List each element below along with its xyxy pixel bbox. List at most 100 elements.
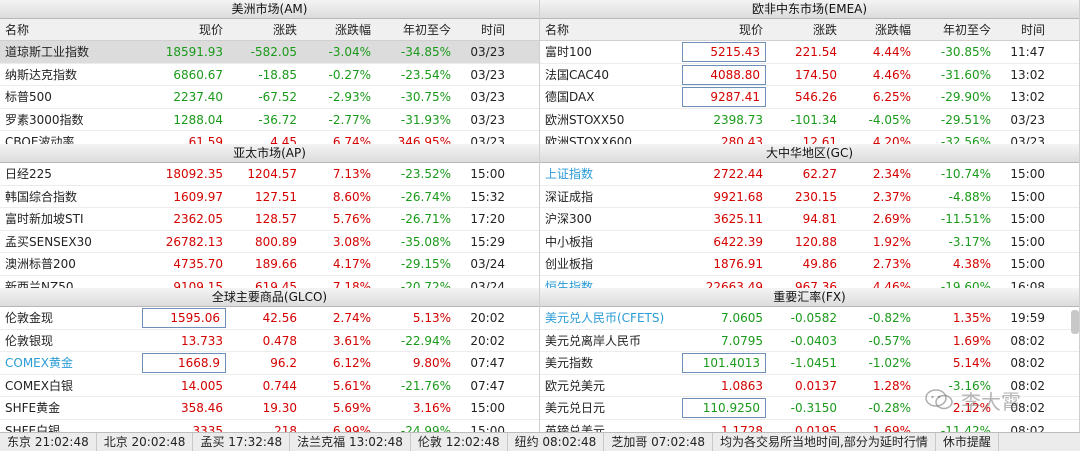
cell-pct: 2.69% xyxy=(872,212,911,226)
cell-name: COMEX白银 xyxy=(5,378,73,393)
cell-change: 0.478 xyxy=(262,333,297,348)
table-row[interactable]: 道琼斯工业指数 18591.93 -582.05 -3.04% -34.85% 03/23 xyxy=(0,41,539,64)
cell-name: 韩国综合指数 xyxy=(5,189,78,204)
table-row[interactable]: 沪深300 3625.11 94.81 2.69% -11.51% 15:00 xyxy=(540,208,1079,231)
table-row[interactable]: 标普500 2237.40 -67.52 -2.93% -30.75% 03/23 xyxy=(0,86,539,109)
cell-pct: -2.93% xyxy=(328,90,371,104)
table-row[interactable]: 中小板指 6422.39 120.88 1.92% -3.17% 15:00 xyxy=(540,231,1079,253)
column-header[interactable]: 年初至今 xyxy=(402,23,451,37)
table-row[interactable]: 恒生指数 22663.49 967.36 4.46% -19.60% 16:08 xyxy=(540,276,1079,289)
column-header[interactable]: 现价 xyxy=(198,23,223,37)
table-row[interactable]: 美元兑离岸人民币 7.0795 -0.0403 -0.57% 1.69% 08:02 xyxy=(540,330,1079,352)
table-row[interactable]: 纳斯达克指数 6860.67 -18.85 -0.27% -23.54% 03/23 xyxy=(0,64,539,86)
table-row[interactable]: 日经225 18092.35 1204.57 7.13% -23.52% 15:00 xyxy=(0,163,539,186)
cell-pct: 6.12% xyxy=(332,356,371,370)
cell-time: 15:00 xyxy=(1010,167,1045,181)
cell-change: -0.0582 xyxy=(790,311,837,325)
column-header[interactable]: 时间 xyxy=(480,23,505,37)
panel-title: 美洲市场(AM) xyxy=(0,0,539,19)
cell-pct: -0.28% xyxy=(868,401,911,415)
panel-title: 大中华地区(GC) xyxy=(540,144,1079,163)
cell-name: 富时新加坡STI xyxy=(5,212,84,226)
table-row[interactable]: 德国DAX 9287.41 546.26 6.25% -29.90% 13:02 xyxy=(540,86,1079,109)
column-header[interactable]: 涨跌 xyxy=(272,23,297,37)
status-clock: 纽约 08:02:48 xyxy=(508,433,605,451)
cell-change: -18.85 xyxy=(258,67,297,82)
column-header[interactable]: 涨跌幅 xyxy=(874,23,911,37)
table-row[interactable]: 美元指数 101.4013 -1.0451 -1.02% 5.14% 08:02 xyxy=(540,352,1079,375)
cell-pct: 4.46% xyxy=(872,279,911,289)
cell-time: 20:02 xyxy=(470,311,505,325)
cell-pct: -4.05% xyxy=(868,112,911,127)
fx-scrollbar[interactable] xyxy=(1071,310,1079,334)
table-row[interactable]: 美元兑人民币(CFETS) 7.0605 -0.0582 -0.82% 1.35% 19:… xyxy=(540,307,1079,330)
table-row[interactable]: 欧洲STOXX600 280.43 12.61 4.20% -32.56% 03/23 xyxy=(540,131,1079,144)
status-clock: 伦敦 12:02:48 xyxy=(411,433,508,451)
status-bar: 东京 21:02:48 北京 20:02:48 孟买 17:32:48 法兰克福 13… xyxy=(0,432,1080,451)
table-row[interactable]: 富时新加坡STI 2362.05 128.57 5.76% -26.71% 17:20 xyxy=(0,208,539,231)
cell-name: 深证成指 xyxy=(545,189,594,204)
table-row[interactable]: 富时100 5215.43 221.54 4.44% -30.85% 11:47 xyxy=(540,41,1079,64)
cell-ytd: 9.80% xyxy=(412,356,451,370)
column-header[interactable]: 年初至今 xyxy=(942,23,991,37)
cell-change: 230.15 xyxy=(795,189,837,204)
wechat-icon xyxy=(925,389,953,410)
table-row[interactable]: 美元兑日元 110.9250 -0.3150 -0.28% 2.12% 08:02 xyxy=(540,397,1079,420)
table-row[interactable]: 深证成指 9921.68 230.15 2.37% -4.88% 15:00 xyxy=(540,186,1079,208)
column-header[interactable]: 涨跌 xyxy=(812,23,837,37)
cell-ytd: 1.35% xyxy=(952,311,991,325)
column-header[interactable]: 名称 xyxy=(5,23,30,37)
table-row[interactable]: 英镑兑美元 1.1728 0.0195 1.69% -11.42% 08:02 xyxy=(540,420,1079,433)
table-row[interactable]: CBOE波动率 61.59 4.45 6.74% 346.95% 03/23 xyxy=(0,131,539,144)
table-row[interactable]: COMEX白银 14.005 0.744 5.61% -21.76% 07:47 xyxy=(0,375,539,397)
cell-time: 13:02 xyxy=(1010,67,1045,82)
cell-pct: 1.28% xyxy=(872,378,911,393)
cell-price: 61.59 xyxy=(188,135,223,144)
column-header[interactable]: 名称 xyxy=(545,23,570,37)
cell-ytd: -3.16% xyxy=(948,378,991,393)
table-row[interactable]: COMEX黄金 1668.9 96.2 6.12% 9.80% 07:47 xyxy=(0,352,539,375)
table-row[interactable]: SHFE白银 3335 218 6.99% -24.99% 15:00 xyxy=(0,420,539,433)
table-row[interactable]: 罗素3000指数 1288.04 -36.72 -2.77% -31.93% 03/23 xyxy=(0,109,539,131)
cell-change: -0.3150 xyxy=(790,401,837,415)
table-row[interactable]: 法国CAC40 4088.80 174.50 4.46% -31.60% 13:02 xyxy=(540,64,1079,86)
cell-name: 纳斯达克指数 xyxy=(5,67,78,82)
cell-name: 道琼斯工业指数 xyxy=(5,45,90,59)
table-row[interactable]: 欧洲STOXX50 2398.73 -101.34 -4.05% -29.51% 03/2… xyxy=(540,109,1079,131)
cell-pct: 3.08% xyxy=(332,234,371,249)
cell-time: 15:00 xyxy=(470,423,505,433)
table-row[interactable]: 伦敦银现 13.733 0.478 3.61% -22.94% 20:02 xyxy=(0,330,539,352)
cell-name: 伦敦金现 xyxy=(5,311,54,325)
cell-pct: 4.46% xyxy=(872,67,911,82)
table-row[interactable]: 澳洲标普200 4735.70 189.66 4.17% -29.15% 03/24 xyxy=(0,253,539,276)
column-header[interactable]: 涨跌幅 xyxy=(334,23,371,37)
table-row[interactable]: 孟买SENSEX30 26782.13 800.89 3.08% -35.08% 15:2… xyxy=(0,231,539,253)
cell-time: 08:02 xyxy=(1010,378,1045,393)
watermark-text: 李大霄 xyxy=(961,389,1021,414)
table-row[interactable]: 新西兰NZ50 9109.15 619.45 7.18% -20.72% 03/24 xyxy=(0,276,539,289)
cell-change: -1.0451 xyxy=(790,356,837,370)
cell-ytd: -30.85% xyxy=(940,45,991,59)
cell-price: 1.0863 xyxy=(721,378,763,393)
cell-change: 189.66 xyxy=(255,257,297,271)
table-row[interactable]: 韩国综合指数 1609.97 127.51 8.60% -26.74% 15:32 xyxy=(0,186,539,208)
table-row[interactable]: 欧元兑美元 1.0863 0.0137 1.28% -3.16% 08:02 xyxy=(540,375,1079,397)
table-row[interactable]: 创业板指 1876.91 49.86 2.73% 4.38% 15:00 xyxy=(540,253,1079,276)
cell-ytd: -34.85% xyxy=(400,45,451,59)
cell-price: 2722.44 xyxy=(713,167,763,181)
cell-ytd: 4.38% xyxy=(952,257,991,271)
cell-pct: 8.60% xyxy=(332,189,371,204)
cell-price: 3335 xyxy=(192,423,223,433)
table-row[interactable]: 上证指数 2722.44 62.27 2.34% -10.74% 15:00 xyxy=(540,163,1079,186)
cell-name: SHFE黄金 xyxy=(5,401,61,415)
cell-name: 上证指数 xyxy=(545,167,594,181)
cell-time: 16:08 xyxy=(1010,279,1045,289)
column-header[interactable]: 现价 xyxy=(738,23,763,37)
column-header[interactable]: 时间 xyxy=(1020,23,1045,37)
cell-ytd: -23.52% xyxy=(400,167,451,181)
cell-name: 新西兰NZ50 xyxy=(5,279,74,289)
market-closure-reminder-button[interactable]: 休市提醒 xyxy=(936,433,999,451)
cell-price: 4735.70 xyxy=(173,257,223,271)
table-row[interactable]: SHFE黄金 358.46 19.30 5.69% 3.16% 15:00 xyxy=(0,397,539,420)
table-row[interactable]: 伦敦金现 1595.06 42.56 2.74% 5.13% 20:02 xyxy=(0,307,539,330)
